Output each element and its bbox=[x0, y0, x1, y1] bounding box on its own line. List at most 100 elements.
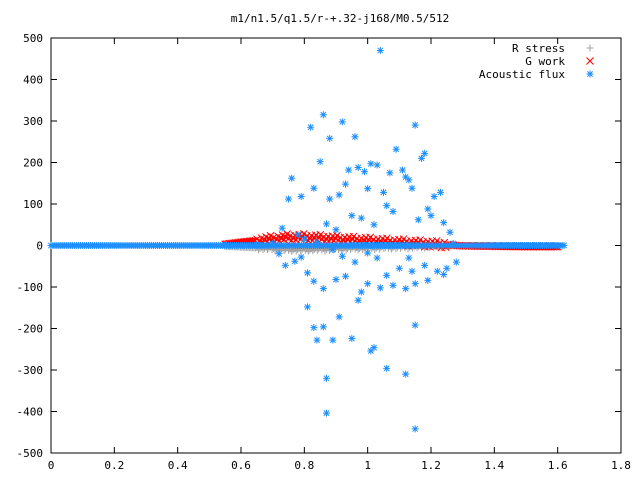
legend-marker bbox=[586, 44, 594, 52]
legend-entry: R stress bbox=[512, 42, 594, 55]
x-tick: 0.2 bbox=[104, 38, 124, 472]
data-point bbox=[411, 280, 419, 288]
data-point bbox=[424, 205, 432, 213]
data-point bbox=[323, 220, 330, 228]
data-point bbox=[323, 409, 330, 417]
data-point bbox=[449, 239, 457, 247]
data-point bbox=[402, 173, 410, 181]
data-point bbox=[335, 313, 343, 321]
x-tick: 1.8 bbox=[611, 38, 631, 472]
data-point bbox=[361, 168, 368, 176]
y-tick: -400 bbox=[17, 406, 621, 419]
data-point bbox=[446, 228, 454, 236]
data-point bbox=[291, 257, 299, 265]
y-tick: -100 bbox=[17, 281, 621, 294]
data-point bbox=[376, 284, 384, 292]
y-tick-label: -500 bbox=[17, 447, 44, 460]
y-tick: 200 bbox=[23, 157, 621, 170]
data-point bbox=[452, 258, 460, 266]
data-point bbox=[405, 254, 413, 262]
data-point bbox=[304, 303, 311, 311]
y-tick: 500 bbox=[23, 32, 621, 45]
y-tick-label: -100 bbox=[17, 281, 44, 294]
data-point bbox=[307, 123, 315, 131]
data-point bbox=[411, 321, 419, 329]
data-point bbox=[285, 195, 292, 203]
data-point bbox=[269, 239, 277, 247]
data-point bbox=[408, 184, 416, 192]
y-tick-label: 500 bbox=[23, 32, 43, 45]
data-point bbox=[310, 324, 318, 332]
x-tick: 0.8 bbox=[294, 38, 314, 472]
y-tick: -500 bbox=[17, 447, 621, 460]
data-point bbox=[313, 238, 321, 246]
data-point bbox=[405, 176, 413, 184]
y-tick-label: 0 bbox=[36, 240, 43, 253]
data-point bbox=[433, 267, 441, 275]
data-point bbox=[326, 195, 334, 203]
data-point bbox=[395, 264, 403, 272]
legend-label: G work bbox=[525, 55, 565, 68]
data-point bbox=[440, 219, 448, 227]
x-tick-label: 1 bbox=[364, 459, 371, 472]
data-point bbox=[319, 285, 327, 293]
x-tick-label: 1.2 bbox=[421, 459, 441, 472]
legend-label: R stress bbox=[512, 42, 565, 55]
data-point bbox=[364, 185, 372, 193]
x-tick-label: 0.6 bbox=[231, 459, 251, 472]
x-tick-label: 1.4 bbox=[484, 459, 504, 472]
data-point bbox=[370, 221, 378, 229]
data-point bbox=[338, 252, 346, 260]
data-point bbox=[323, 374, 330, 382]
data-point bbox=[370, 344, 378, 352]
data-point bbox=[313, 336, 321, 344]
data-point bbox=[411, 121, 419, 129]
chart-title: m1/n1.5/q1.5/r-+.32-j168/M0.5/512 bbox=[231, 12, 450, 25]
data-point bbox=[288, 174, 296, 182]
data-point bbox=[319, 323, 327, 331]
data-point bbox=[418, 154, 425, 162]
data-point bbox=[253, 241, 261, 249]
data-point bbox=[421, 149, 429, 157]
y-tick-label: -300 bbox=[17, 364, 44, 377]
data-point bbox=[316, 158, 324, 166]
data-point bbox=[424, 276, 432, 284]
data-point bbox=[383, 271, 391, 279]
data-point bbox=[440, 271, 448, 279]
data-point bbox=[414, 216, 422, 224]
y-tick-label: 200 bbox=[23, 157, 43, 170]
y-tick: 100 bbox=[23, 198, 621, 211]
data-point bbox=[421, 261, 429, 269]
y-tick: 400 bbox=[23, 74, 621, 87]
data-point bbox=[373, 161, 381, 169]
data-point bbox=[399, 166, 406, 174]
data-point bbox=[354, 296, 362, 304]
legend-label: Acoustic flux bbox=[479, 68, 565, 81]
x-tick-label: 1.6 bbox=[548, 459, 568, 472]
x-tick-label: 0.8 bbox=[294, 459, 314, 472]
x-tick: 1.4 bbox=[484, 38, 505, 472]
data-point bbox=[304, 269, 311, 277]
x-tick: 0.4 bbox=[168, 38, 188, 472]
data-point bbox=[348, 212, 356, 220]
data-point bbox=[278, 224, 286, 232]
data-point bbox=[402, 370, 410, 378]
data-point bbox=[376, 46, 384, 54]
x-tick: 1.2 bbox=[421, 38, 441, 472]
data-marks bbox=[47, 46, 568, 433]
data-point bbox=[367, 160, 375, 168]
data-point bbox=[335, 191, 343, 199]
data-point bbox=[338, 118, 346, 126]
data-point bbox=[364, 249, 372, 257]
series-acoustic-flux bbox=[47, 46, 568, 433]
data-point bbox=[560, 242, 568, 249]
data-point bbox=[367, 347, 375, 355]
data-point bbox=[329, 336, 337, 344]
data-point bbox=[357, 214, 365, 222]
x-tick-label: 1.8 bbox=[611, 459, 631, 472]
data-point bbox=[430, 193, 438, 201]
y-tick: -300 bbox=[17, 364, 621, 377]
data-point bbox=[351, 133, 359, 141]
